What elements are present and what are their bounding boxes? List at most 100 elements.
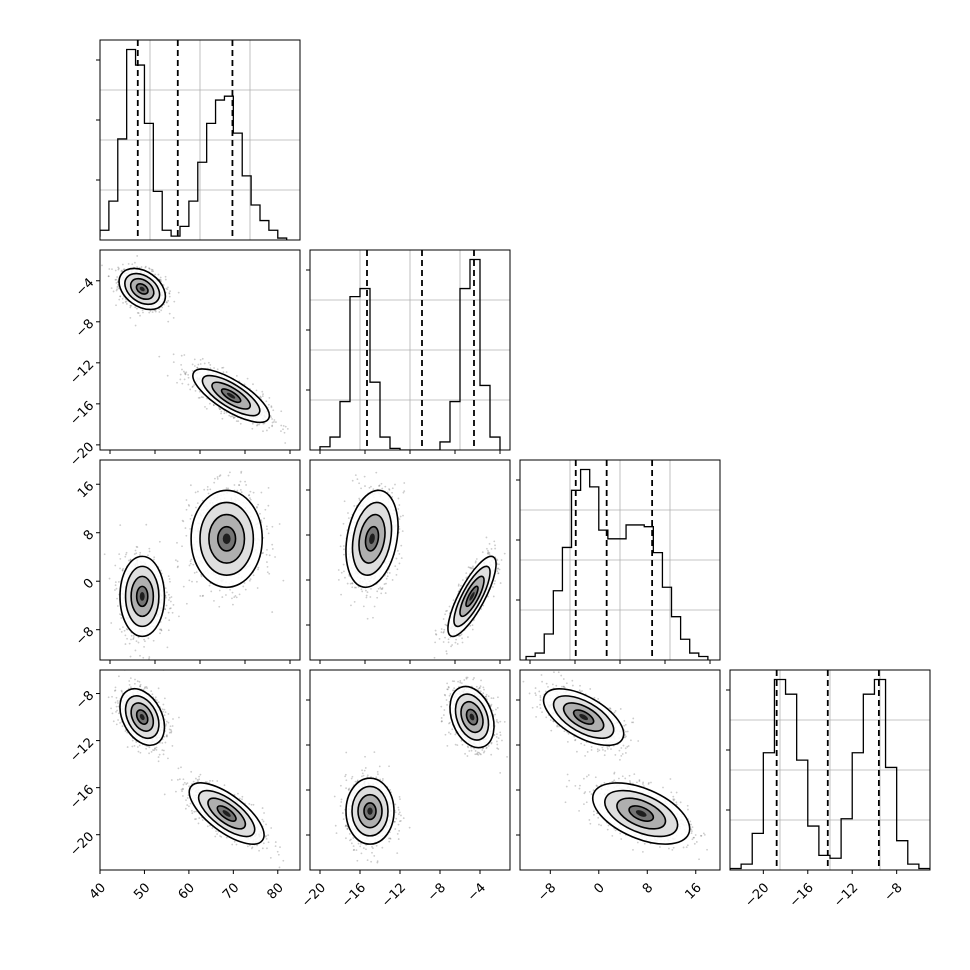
panel-3-2: −8 0 8 16 (516, 669, 721, 905)
panel-1-0: −4 −8 −12 −16 −20 (67, 249, 301, 470)
histogram-step (100, 48, 288, 240)
contour-line (358, 513, 386, 564)
panel-frame (99, 669, 301, 871)
x-tick-label: 16 (682, 880, 704, 902)
contour-line (465, 585, 479, 608)
contour-line (459, 575, 485, 618)
panel-2-2 (516, 459, 721, 664)
x-tick-label: −8 (882, 880, 906, 904)
contour-line (345, 777, 395, 845)
panel-frame (519, 669, 721, 871)
y-tick-label: 16 (75, 479, 97, 501)
contour-line (201, 374, 261, 417)
x-tick-label: 60 (176, 880, 198, 902)
contour-line (357, 793, 383, 829)
panel-frame (309, 459, 511, 661)
histogram-step (319, 258, 501, 450)
contour-line (604, 789, 679, 838)
panel-2-1 (306, 459, 511, 664)
x-tick-label: −8 (425, 880, 449, 904)
x-tick-label: −4 (465, 880, 489, 904)
contour-line (130, 702, 155, 732)
contour-line (363, 802, 377, 821)
density-fill (139, 591, 145, 601)
panel-0-0 (96, 39, 301, 241)
histogram-step (525, 468, 709, 660)
x-tick-label: 40 (87, 880, 109, 902)
contour-line (562, 702, 605, 732)
histogram-step (730, 678, 930, 870)
contour-line (135, 585, 149, 608)
x-tick-label: 0 (591, 880, 607, 896)
contour-line (216, 805, 237, 822)
contour-line (130, 575, 155, 618)
contour-line (135, 709, 149, 725)
panel-frame (729, 669, 931, 871)
contour-line (199, 501, 255, 576)
x-tick-label: 8 (640, 880, 656, 896)
contour-line (119, 688, 166, 747)
contour-line (351, 785, 389, 837)
panel-3-3: −20 −16 −12 −8 (726, 669, 931, 910)
contour-line (628, 805, 655, 822)
contour-line (190, 489, 264, 589)
density-fill (139, 286, 145, 292)
panel-1-1 (306, 249, 511, 454)
panel-frame (99, 39, 301, 241)
contour-line (119, 555, 166, 638)
density-fill (367, 807, 373, 815)
density-fill (469, 591, 475, 601)
contour-line (124, 565, 160, 628)
contour-line (208, 513, 246, 564)
y-tick-label: 8 (81, 527, 97, 543)
density-fill (369, 533, 375, 545)
contour-line (447, 555, 497, 638)
x-tick-label: 70 (220, 880, 242, 902)
y-tick-label: −16 (67, 782, 97, 812)
contour-line (192, 368, 271, 424)
density-fill (579, 713, 589, 721)
contour-line (135, 283, 149, 295)
x-tick-label: 50 (131, 880, 153, 902)
contour-line (207, 797, 247, 830)
y-tick-label: −12 (67, 735, 97, 765)
contour-line (188, 782, 265, 845)
contour-line (345, 489, 399, 589)
y-tick-label: −8 (73, 624, 97, 648)
x-tick-label: −16 (787, 880, 817, 910)
contour-line (211, 381, 252, 410)
contour-line (129, 277, 155, 301)
density-fill (139, 713, 145, 721)
contour-line (364, 525, 380, 552)
y-tick-label: 0 (81, 576, 97, 592)
panel-frame (309, 669, 511, 871)
contour-line (616, 797, 667, 830)
contour-line (454, 693, 490, 741)
density-fill (222, 810, 231, 817)
y-tick-label: −20 (67, 829, 97, 859)
panel-3-1: −20 −16 −12 −8 −4 (299, 669, 511, 910)
contour-line (118, 267, 167, 311)
x-tick-label: −16 (339, 880, 369, 910)
contour-line (453, 565, 491, 628)
contour-line (449, 685, 495, 749)
contour-line (542, 688, 625, 747)
panel-3-0: −8 −12 −16 −20 40 50 60 70 80 (67, 669, 301, 903)
contour-line (197, 789, 256, 838)
x-tick-label: −12 (831, 880, 861, 910)
contour-line (124, 695, 160, 740)
panel-2-0: 16 8 0 −8 (73, 459, 301, 664)
y-tick-label: −8 (73, 688, 97, 712)
contour-line (460, 700, 484, 734)
density-fill (469, 713, 475, 721)
x-tick-label: −12 (379, 880, 409, 910)
y-tick-label: −8 (73, 316, 97, 340)
density-fill (222, 533, 231, 545)
y-tick-label: −16 (67, 399, 97, 429)
y-tick-label: −20 (67, 440, 97, 470)
x-tick-label: −8 (535, 880, 559, 904)
y-tick-label: −4 (73, 275, 97, 299)
x-tick-label: −20 (742, 880, 772, 910)
density-fill (226, 392, 236, 399)
contour-line (465, 708, 479, 726)
